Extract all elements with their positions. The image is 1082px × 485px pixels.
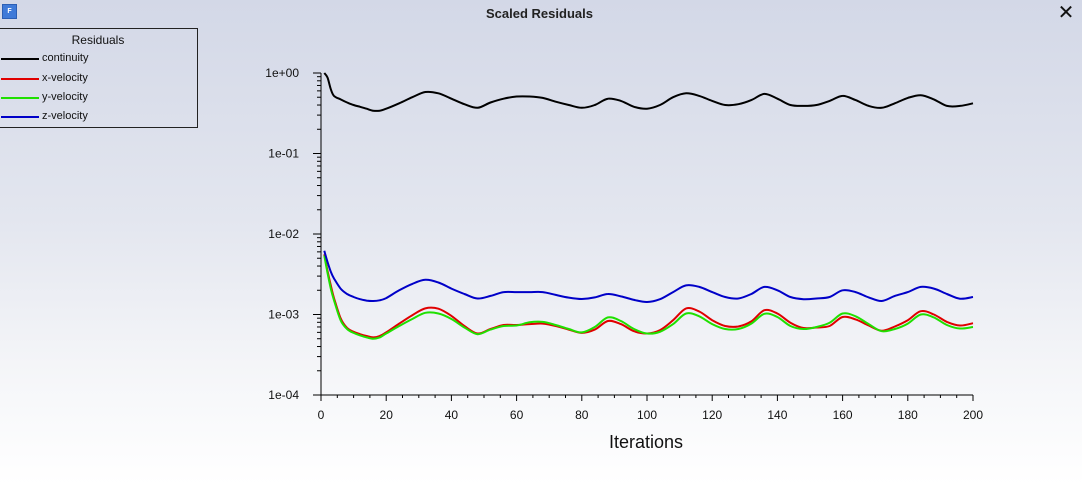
legend-swatch <box>1 97 39 99</box>
y-tick-label: 1e-02 <box>268 227 299 241</box>
series-group <box>323 72 974 340</box>
x-tick-label: 20 <box>380 408 394 422</box>
series-line-y-velocity <box>323 255 974 340</box>
x-tick-label: 0 <box>318 408 325 422</box>
y-tick-label: 1e+00 <box>265 66 299 80</box>
x-tick-label: 100 <box>637 408 657 422</box>
legend-item-continuity: continuity <box>1 50 191 68</box>
x-tick-label: 120 <box>702 408 722 422</box>
y-tick-label: 1e-04 <box>268 388 299 402</box>
x-tick-label: 140 <box>767 408 787 422</box>
x-tick-label: 200 <box>963 408 983 422</box>
legend-label: y-velocity <box>42 91 88 103</box>
legend-swatch <box>1 78 39 80</box>
legend-title: Residuals <box>71 33 125 47</box>
series-line-z-velocity <box>323 250 974 304</box>
close-button[interactable]: ✕ <box>1056 3 1076 23</box>
axes: 1e+00 1e-01 1e-02 1e-03 1e-04 0 20 40 60 80 100 120… <box>265 66 983 422</box>
x-tick-label: 180 <box>898 408 918 422</box>
x-tick-label: 80 <box>575 408 589 422</box>
series-line-x-velocity <box>323 254 974 339</box>
close-icon: ✕ <box>1057 2 1075 24</box>
legend: Residuals continuity x-velocity y-veloci… <box>0 28 198 128</box>
legend-swatch <box>1 58 39 60</box>
legend-label: continuity <box>42 52 89 64</box>
legend-label: x-velocity <box>42 72 88 84</box>
series-line-continuity <box>323 72 974 112</box>
x-tick-label: 60 <box>510 408 524 422</box>
x-axis-title: Iterations <box>609 432 683 452</box>
legend-label: z-velocity <box>42 110 88 122</box>
window-title: Scaled Residuals <box>486 6 593 21</box>
y-tick-label: 1e-01 <box>268 147 299 161</box>
legend-swatch <box>1 116 39 118</box>
app-icon: F <box>2 4 17 19</box>
legend-item-y-velocity: y-velocity <box>1 89 191 107</box>
legend-item-x-velocity: x-velocity <box>1 70 191 88</box>
y-tick-label: 1e-03 <box>268 308 299 322</box>
x-tick-label: 160 <box>833 408 853 422</box>
x-tick-label: 40 <box>445 408 459 422</box>
legend-item-z-velocity: z-velocity <box>1 108 191 126</box>
